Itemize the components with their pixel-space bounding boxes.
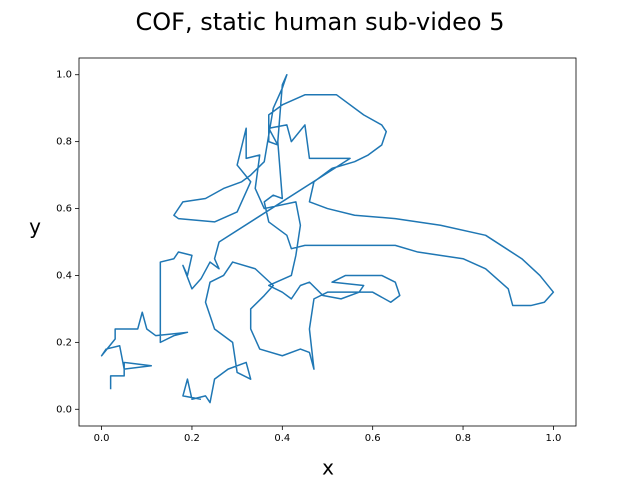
data-line <box>100 73 555 404</box>
y-tick-label: 1.0 <box>56 70 72 81</box>
plot-frame <box>78 57 577 427</box>
y-axis-label: y <box>29 215 41 239</box>
x-tick-label: 0.4 <box>274 433 290 444</box>
chart-title: COF, static human sub-video 5 <box>136 8 505 36</box>
y-tick-label: 0.0 <box>56 404 72 415</box>
x-tick-label: 0.2 <box>184 433 200 444</box>
y-tick-label: 0.6 <box>56 204 72 215</box>
y-tick-label: 0.4 <box>56 270 72 281</box>
x-tick-label: 1.0 <box>545 433 561 444</box>
x-tick-label: 0.0 <box>94 433 110 444</box>
y-tick-label: 0.8 <box>56 137 72 148</box>
x-tick-label: 0.6 <box>365 433 381 444</box>
y-tick-label: 0.2 <box>56 337 72 348</box>
x-axis-label: x <box>322 456 334 480</box>
x-tick-label: 0.8 <box>455 433 471 444</box>
